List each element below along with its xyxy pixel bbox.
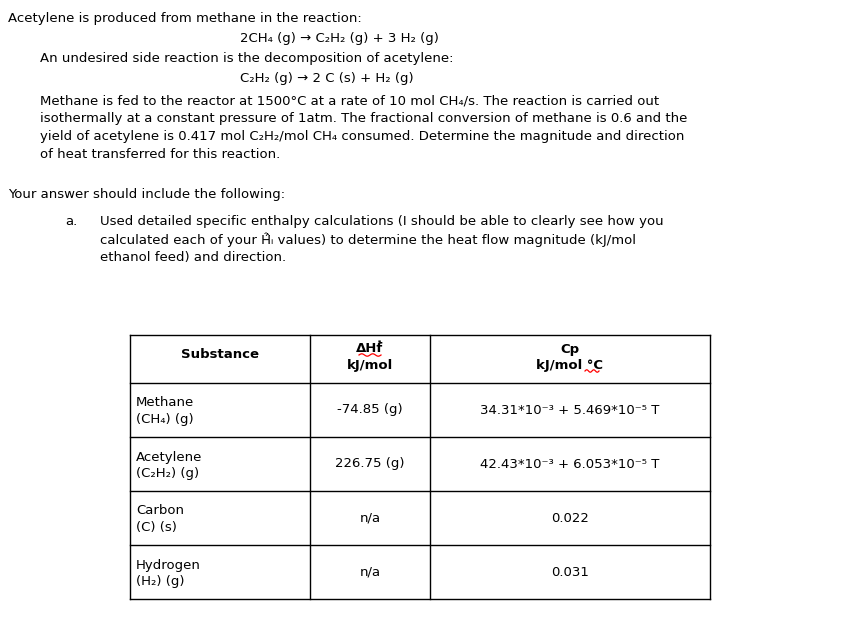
Text: 34.31*10⁻³ + 5.469*10⁻⁵ T: 34.31*10⁻³ + 5.469*10⁻⁵ T — [480, 404, 660, 416]
Text: 2CH₄ (g) → C₂H₂ (g) + 3 H₂ (g): 2CH₄ (g) → C₂H₂ (g) + 3 H₂ (g) — [240, 32, 439, 45]
Text: Your answer should include the following:: Your answer should include the following… — [8, 187, 285, 201]
Text: yield of acetylene is 0.417 mol C₂H₂/mol CH₄ consumed. Determine the magnitude a: yield of acetylene is 0.417 mol C₂H₂/mol… — [40, 130, 684, 143]
Text: 226.75 (g): 226.75 (g) — [335, 458, 405, 470]
Text: ethanol feed) and direction.: ethanol feed) and direction. — [100, 251, 286, 263]
Text: calculated each of your Ĥ̂ᵢ values) to determine the heat flow magnitude (kJ/mol: calculated each of your Ĥ̂ᵢ values) to d… — [100, 233, 636, 247]
Text: (CH₄) (g): (CH₄) (g) — [136, 413, 194, 426]
Text: isothermally at a constant pressure of 1atm. The fractional conversion of methan: isothermally at a constant pressure of 1… — [40, 112, 688, 125]
Text: Hydrogen: Hydrogen — [136, 559, 201, 571]
Text: n/a: n/a — [360, 566, 381, 579]
Text: Acetylene: Acetylene — [136, 451, 202, 463]
Text: 42.43*10⁻³ + 6.053*10⁻⁵ T: 42.43*10⁻³ + 6.053*10⁻⁵ T — [480, 458, 660, 470]
Text: ΔHḟ: ΔHḟ — [356, 342, 383, 356]
Text: 0.031: 0.031 — [551, 566, 589, 579]
Text: (C₂H₂) (g): (C₂H₂) (g) — [136, 466, 199, 480]
Text: (H₂) (g): (H₂) (g) — [136, 574, 184, 587]
Text: a.: a. — [65, 214, 77, 228]
Text: Used detailed specific enthalpy calculations (I should be able to clearly see ho: Used detailed specific enthalpy calculat… — [100, 214, 664, 228]
Text: Methane is fed to the reactor at 1500°C at a rate of 10 mol CH₄/s. The reaction : Methane is fed to the reactor at 1500°C … — [40, 94, 659, 107]
Text: An undesired side reaction is the decomposition of acetylene:: An undesired side reaction is the decomp… — [40, 52, 454, 65]
Text: of heat transferred for this reaction.: of heat transferred for this reaction. — [40, 148, 280, 161]
Text: C₂H₂ (g) → 2 C (s) + H₂ (g): C₂H₂ (g) → 2 C (s) + H₂ (g) — [240, 72, 414, 85]
Text: (C) (s): (C) (s) — [136, 520, 177, 534]
Text: 0.022: 0.022 — [551, 512, 589, 525]
Text: kJ/mol °C: kJ/mol °C — [536, 359, 604, 372]
Text: Methane: Methane — [136, 396, 195, 409]
Text: Acetylene is produced from methane in the reaction:: Acetylene is produced from methane in th… — [8, 12, 362, 25]
Text: Carbon: Carbon — [136, 505, 184, 517]
Text: n/a: n/a — [360, 512, 381, 525]
Text: Cp: Cp — [560, 342, 580, 356]
Text: -74.85 (g): -74.85 (g) — [337, 404, 403, 416]
Text: kJ/mol: kJ/mol — [347, 359, 393, 372]
Text: Substance: Substance — [181, 349, 259, 362]
